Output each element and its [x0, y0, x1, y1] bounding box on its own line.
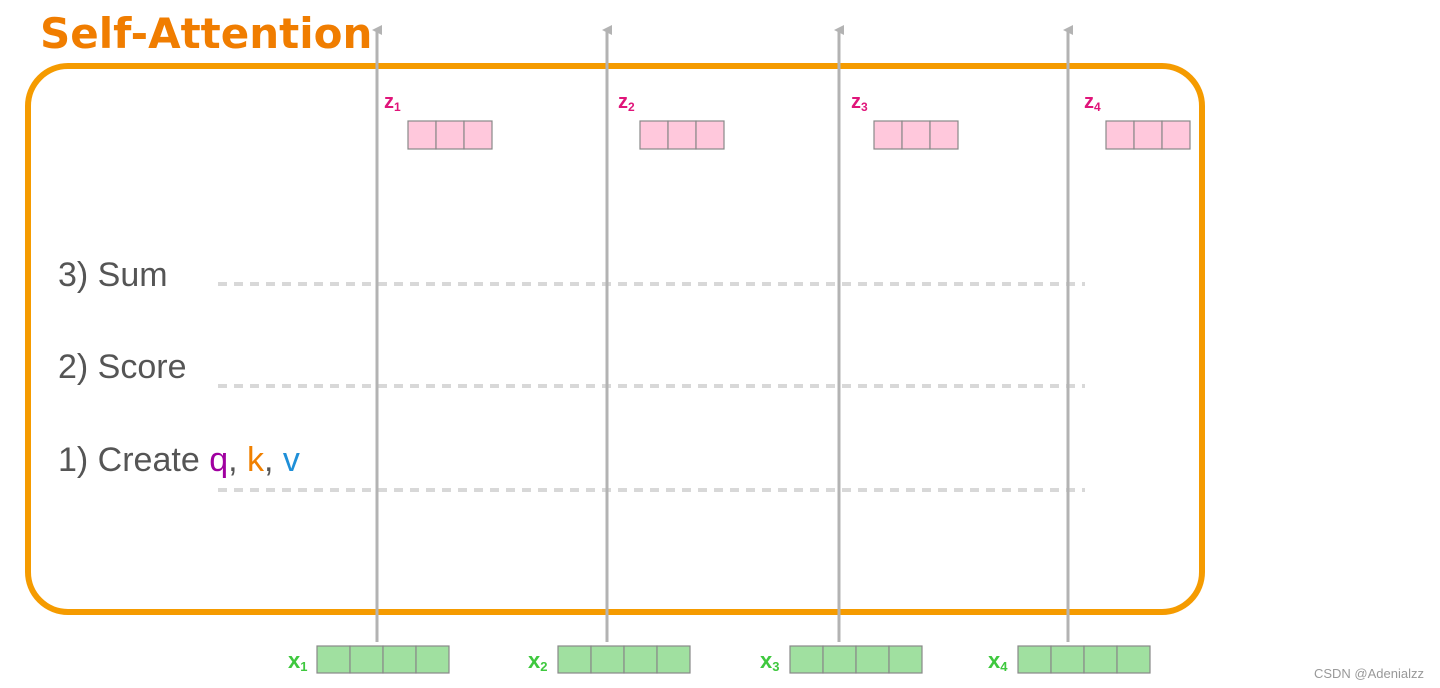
input-vector-x1 — [316, 645, 450, 674]
output-label-z2: z2 — [618, 91, 635, 114]
input-label-x3: x3 — [760, 648, 779, 674]
q-symbol: q — [209, 441, 228, 479]
self-attention-frame — [25, 63, 1205, 615]
output-label-z4: z4 — [1084, 91, 1101, 114]
output-label-z1: z1 — [384, 91, 401, 114]
step-create-prefix: 1) Create — [58, 441, 209, 479]
step-label-sum: 3) Sum — [58, 256, 168, 294]
output-vector-z4 — [1105, 120, 1191, 150]
input-vector-x3 — [789, 645, 923, 674]
k-symbol: k — [247, 441, 265, 479]
output-vector-z1 — [407, 120, 493, 150]
watermark: CSDN @Adenialzz — [1314, 666, 1424, 681]
diagram-title: Self-Attention — [40, 9, 372, 58]
output-vector-z3 — [873, 120, 959, 150]
step-label-create: 1) Create q, k, v — [58, 441, 300, 479]
input-vector-x2 — [557, 645, 691, 674]
comma-2: , — [264, 441, 283, 479]
input-label-x1: x1 — [288, 648, 307, 674]
comma-1: , — [228, 441, 247, 479]
input-label-x2: x2 — [528, 648, 547, 674]
step-label-score: 2) Score — [58, 348, 187, 386]
output-label-z3: z3 — [851, 91, 868, 114]
output-vector-z2 — [639, 120, 725, 150]
v-symbol: v — [283, 441, 300, 479]
input-vector-x4 — [1017, 645, 1151, 674]
input-label-x4: x4 — [988, 648, 1008, 674]
